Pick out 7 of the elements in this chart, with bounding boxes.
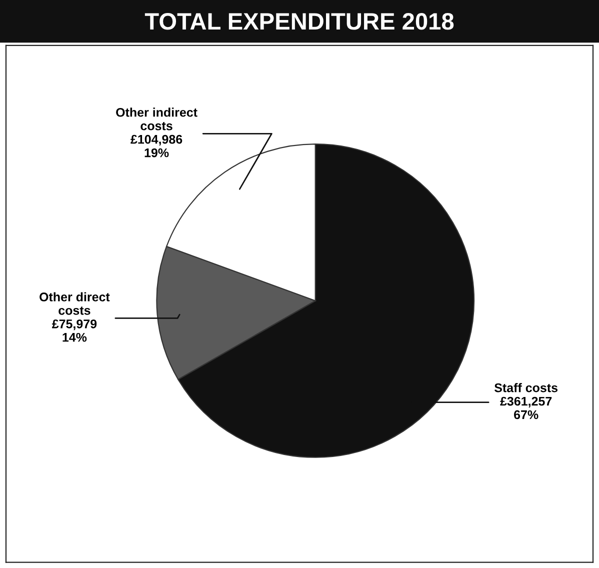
data-label: £75,979 14% <box>52 319 97 342</box>
slice-label: Other indirect costs <box>116 108 198 130</box>
chart-title: TOTAL EXPENDITURE 2018 <box>144 13 454 30</box>
data-label: £361,257 67% <box>500 396 552 420</box>
slice-label: Staff costs <box>494 383 558 392</box>
slice-label: Other direct costs <box>40 292 110 315</box>
data-label: £104,986 19% <box>130 134 182 158</box>
